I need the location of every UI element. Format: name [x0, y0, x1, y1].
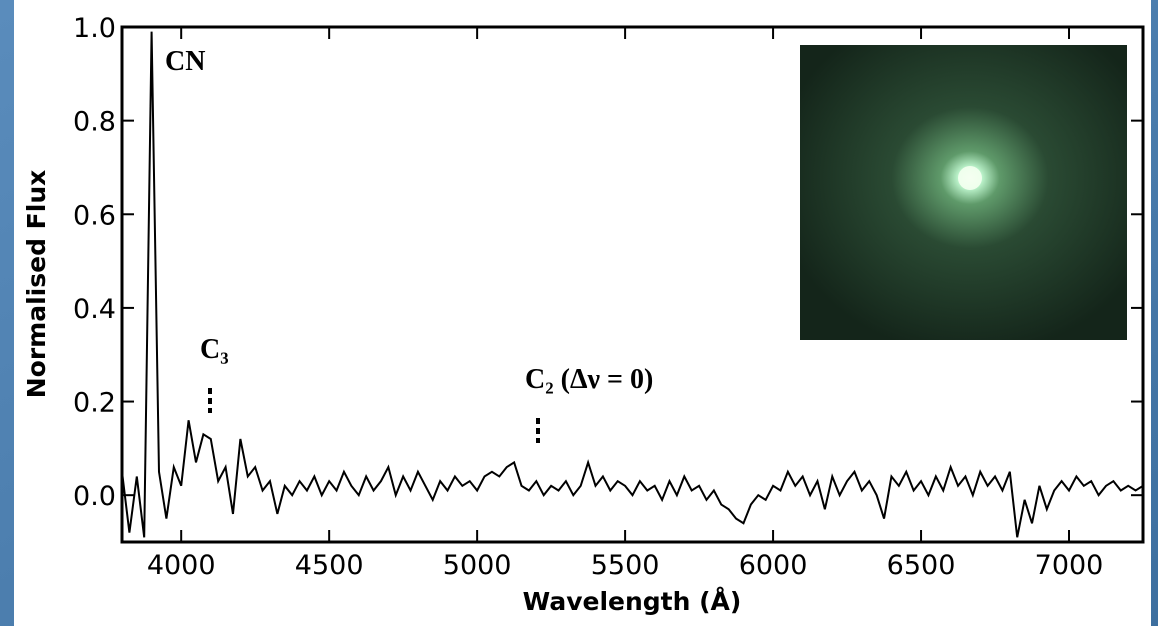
x-tick-label: 5000	[443, 550, 512, 581]
x-tick-label: 4000	[147, 550, 216, 581]
y-tick-label: 1.0	[73, 13, 116, 44]
x-tick-label: 6000	[739, 550, 808, 581]
y-tick-label: 0.8	[73, 107, 116, 138]
y-axis-label: Normalised Flux	[22, 170, 51, 399]
y-tick-label: 0.2	[73, 388, 116, 419]
x-tick-label: 6500	[887, 550, 956, 581]
comet-nucleus	[958, 166, 982, 190]
x-tick-label: 5500	[591, 550, 660, 581]
y-tick-label: 0.0	[73, 481, 116, 512]
annotation: C₃	[200, 334, 229, 365]
plot-frame	[120, 25, 1145, 544]
annotation: CN	[165, 46, 205, 77]
x-tick-label: 4500	[295, 550, 364, 581]
comet-image	[800, 45, 1127, 340]
annotation: C₂ (Δν = 0)	[525, 364, 653, 395]
y-tick-label: 0.6	[73, 200, 116, 231]
y-tick-label: 0.4	[73, 294, 116, 325]
spectrum-line	[122, 31, 1143, 538]
x-axis-label: Wavelength (Å)	[523, 587, 742, 616]
x-tick-label: 7000	[1035, 550, 1104, 581]
